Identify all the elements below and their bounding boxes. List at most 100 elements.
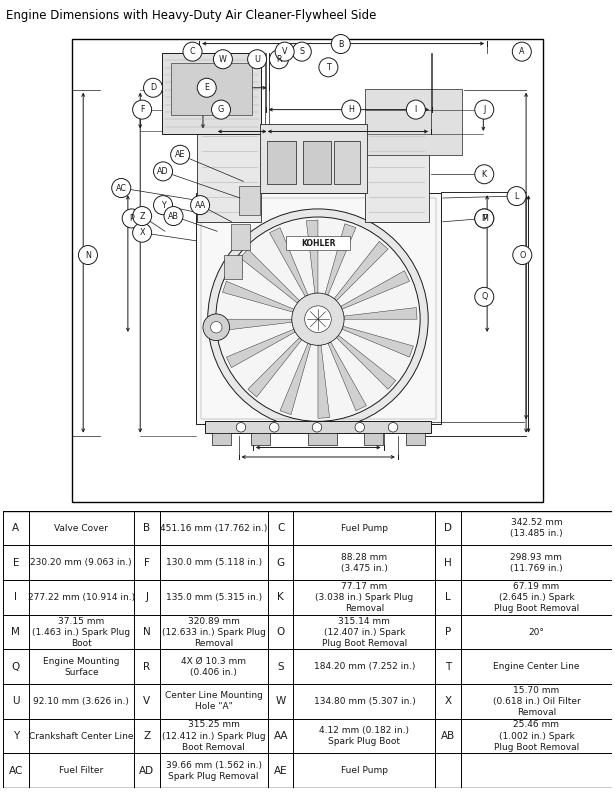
Text: Q: Q [481,292,488,301]
Text: W: W [219,55,227,63]
Text: O: O [277,627,285,637]
Text: A: A [12,524,20,533]
Text: Center Line Mounting
Hole "A": Center Line Mounting Hole "A" [165,691,263,711]
Text: W: W [276,696,286,706]
Text: 4.12 mm (0.182 in.)
Spark Plug Boot: 4.12 mm (0.182 in.) Spark Plug Boot [319,726,410,746]
Text: KOHLER: KOHLER [301,238,335,248]
Text: 88.28 mm
(3.475 in.): 88.28 mm (3.475 in.) [341,553,388,573]
Text: Z: Z [140,211,145,220]
Text: B: B [143,524,150,533]
Circle shape [122,209,141,228]
Text: S: S [277,662,284,672]
Bar [286,236,351,250]
Text: 135.0 mm (5.315 in.): 135.0 mm (5.315 in.) [165,593,262,602]
Text: Q: Q [12,662,20,672]
Circle shape [208,209,428,429]
Text: V: V [143,696,150,706]
Circle shape [212,100,231,119]
Text: 37.15 mm
(1.463 in.) Spark Plug
Boot: 37.15 mm (1.463 in.) Spark Plug Boot [32,616,130,648]
Text: G: G [277,558,285,568]
Bar [162,53,261,134]
Bar [231,224,250,250]
Text: 92.10 mm (3.626 in.): 92.10 mm (3.626 in.) [33,697,129,706]
Circle shape [292,42,311,61]
Circle shape [248,50,267,69]
Circle shape [203,314,229,341]
Bar [171,63,252,115]
Text: O: O [519,250,525,260]
Circle shape [475,209,494,228]
Text: E: E [204,83,209,92]
Text: AE: AE [175,150,185,159]
Circle shape [312,422,322,432]
Text: AB: AB [168,211,179,220]
Circle shape [216,217,420,421]
Bar [260,124,367,193]
Text: L: L [445,592,451,603]
Text: AA: AA [274,731,288,741]
Circle shape [210,322,222,333]
Text: D: D [444,524,452,533]
Bar [365,89,462,155]
Text: 4X Ø 10.3 mm
(0.406 in.): 4X Ø 10.3 mm (0.406 in.) [181,657,246,677]
Text: AC: AC [9,766,23,775]
Circle shape [355,422,365,432]
Text: 298.93 mm
(11.769 in.): 298.93 mm (11.769 in.) [510,553,563,573]
Bar [308,433,337,445]
Text: 77.17 mm
(3.038 in.) Spark Plug
Removal: 77.17 mm (3.038 in.) Spark Plug Removal [315,582,413,613]
Polygon shape [223,281,294,312]
Text: 184.20 mm (7.252 in.): 184.20 mm (7.252 in.) [314,662,415,672]
Text: J: J [483,105,485,114]
Text: V: V [282,48,287,56]
Polygon shape [248,337,302,397]
Polygon shape [280,343,311,414]
Circle shape [331,35,351,54]
Text: P: P [482,214,486,223]
Circle shape [133,223,152,242]
Text: 315.14 mm
(12.407 in.) Spark
Plug Boot Removal: 315.14 mm (12.407 in.) Spark Plug Boot R… [322,616,407,648]
Polygon shape [318,345,330,418]
Text: T: T [445,662,451,672]
Bar [363,433,383,445]
Circle shape [342,100,361,119]
Polygon shape [344,307,417,319]
Circle shape [275,42,294,61]
Text: 25.46 mm
(1.002 in.) Spark
Plug Boot Removal: 25.46 mm (1.002 in.) Spark Plug Boot Rem… [494,721,579,752]
Text: 134.80 mm (5.307 in.): 134.80 mm (5.307 in.) [314,697,415,706]
Text: K: K [277,592,284,603]
Polygon shape [336,335,396,389]
Bar [407,433,426,445]
Circle shape [507,187,526,206]
Bar [200,198,436,419]
Text: 320.89 mm
(12.633 in.) Spark Plug
Removal: 320.89 mm (12.633 in.) Spark Plug Remova… [162,616,266,648]
Text: G: G [218,105,224,114]
Text: 230.20 mm (9.063 in.): 230.20 mm (9.063 in.) [31,558,132,567]
Text: X: X [140,228,145,237]
Text: AA: AA [194,200,206,210]
Circle shape [154,162,173,181]
Text: M: M [481,214,488,223]
Bar [205,421,431,433]
Polygon shape [240,249,300,303]
Text: AC: AC [116,184,127,192]
Circle shape [513,246,532,265]
Text: P: P [445,627,451,637]
Circle shape [133,207,152,226]
Text: 342.52 mm
(13.485 in.): 342.52 mm (13.485 in.) [510,518,563,539]
Text: Z: Z [143,731,150,741]
Circle shape [197,78,216,97]
Circle shape [319,58,338,77]
Text: E: E [13,558,19,568]
Text: U: U [254,55,260,63]
Text: AE: AE [274,766,288,775]
Text: I: I [14,592,17,603]
Text: B: B [338,40,344,48]
Polygon shape [306,220,318,293]
Circle shape [407,100,426,119]
Text: 15.70 mm
(0.618 in.) Oil Filter
Removal: 15.70 mm (0.618 in.) Oil Filter Removal [493,686,581,717]
Text: Fuel Pump: Fuel Pump [341,524,388,533]
Circle shape [191,196,210,215]
Bar [197,127,261,222]
Text: Engine Center Line: Engine Center Line [493,662,580,672]
Polygon shape [219,319,292,331]
